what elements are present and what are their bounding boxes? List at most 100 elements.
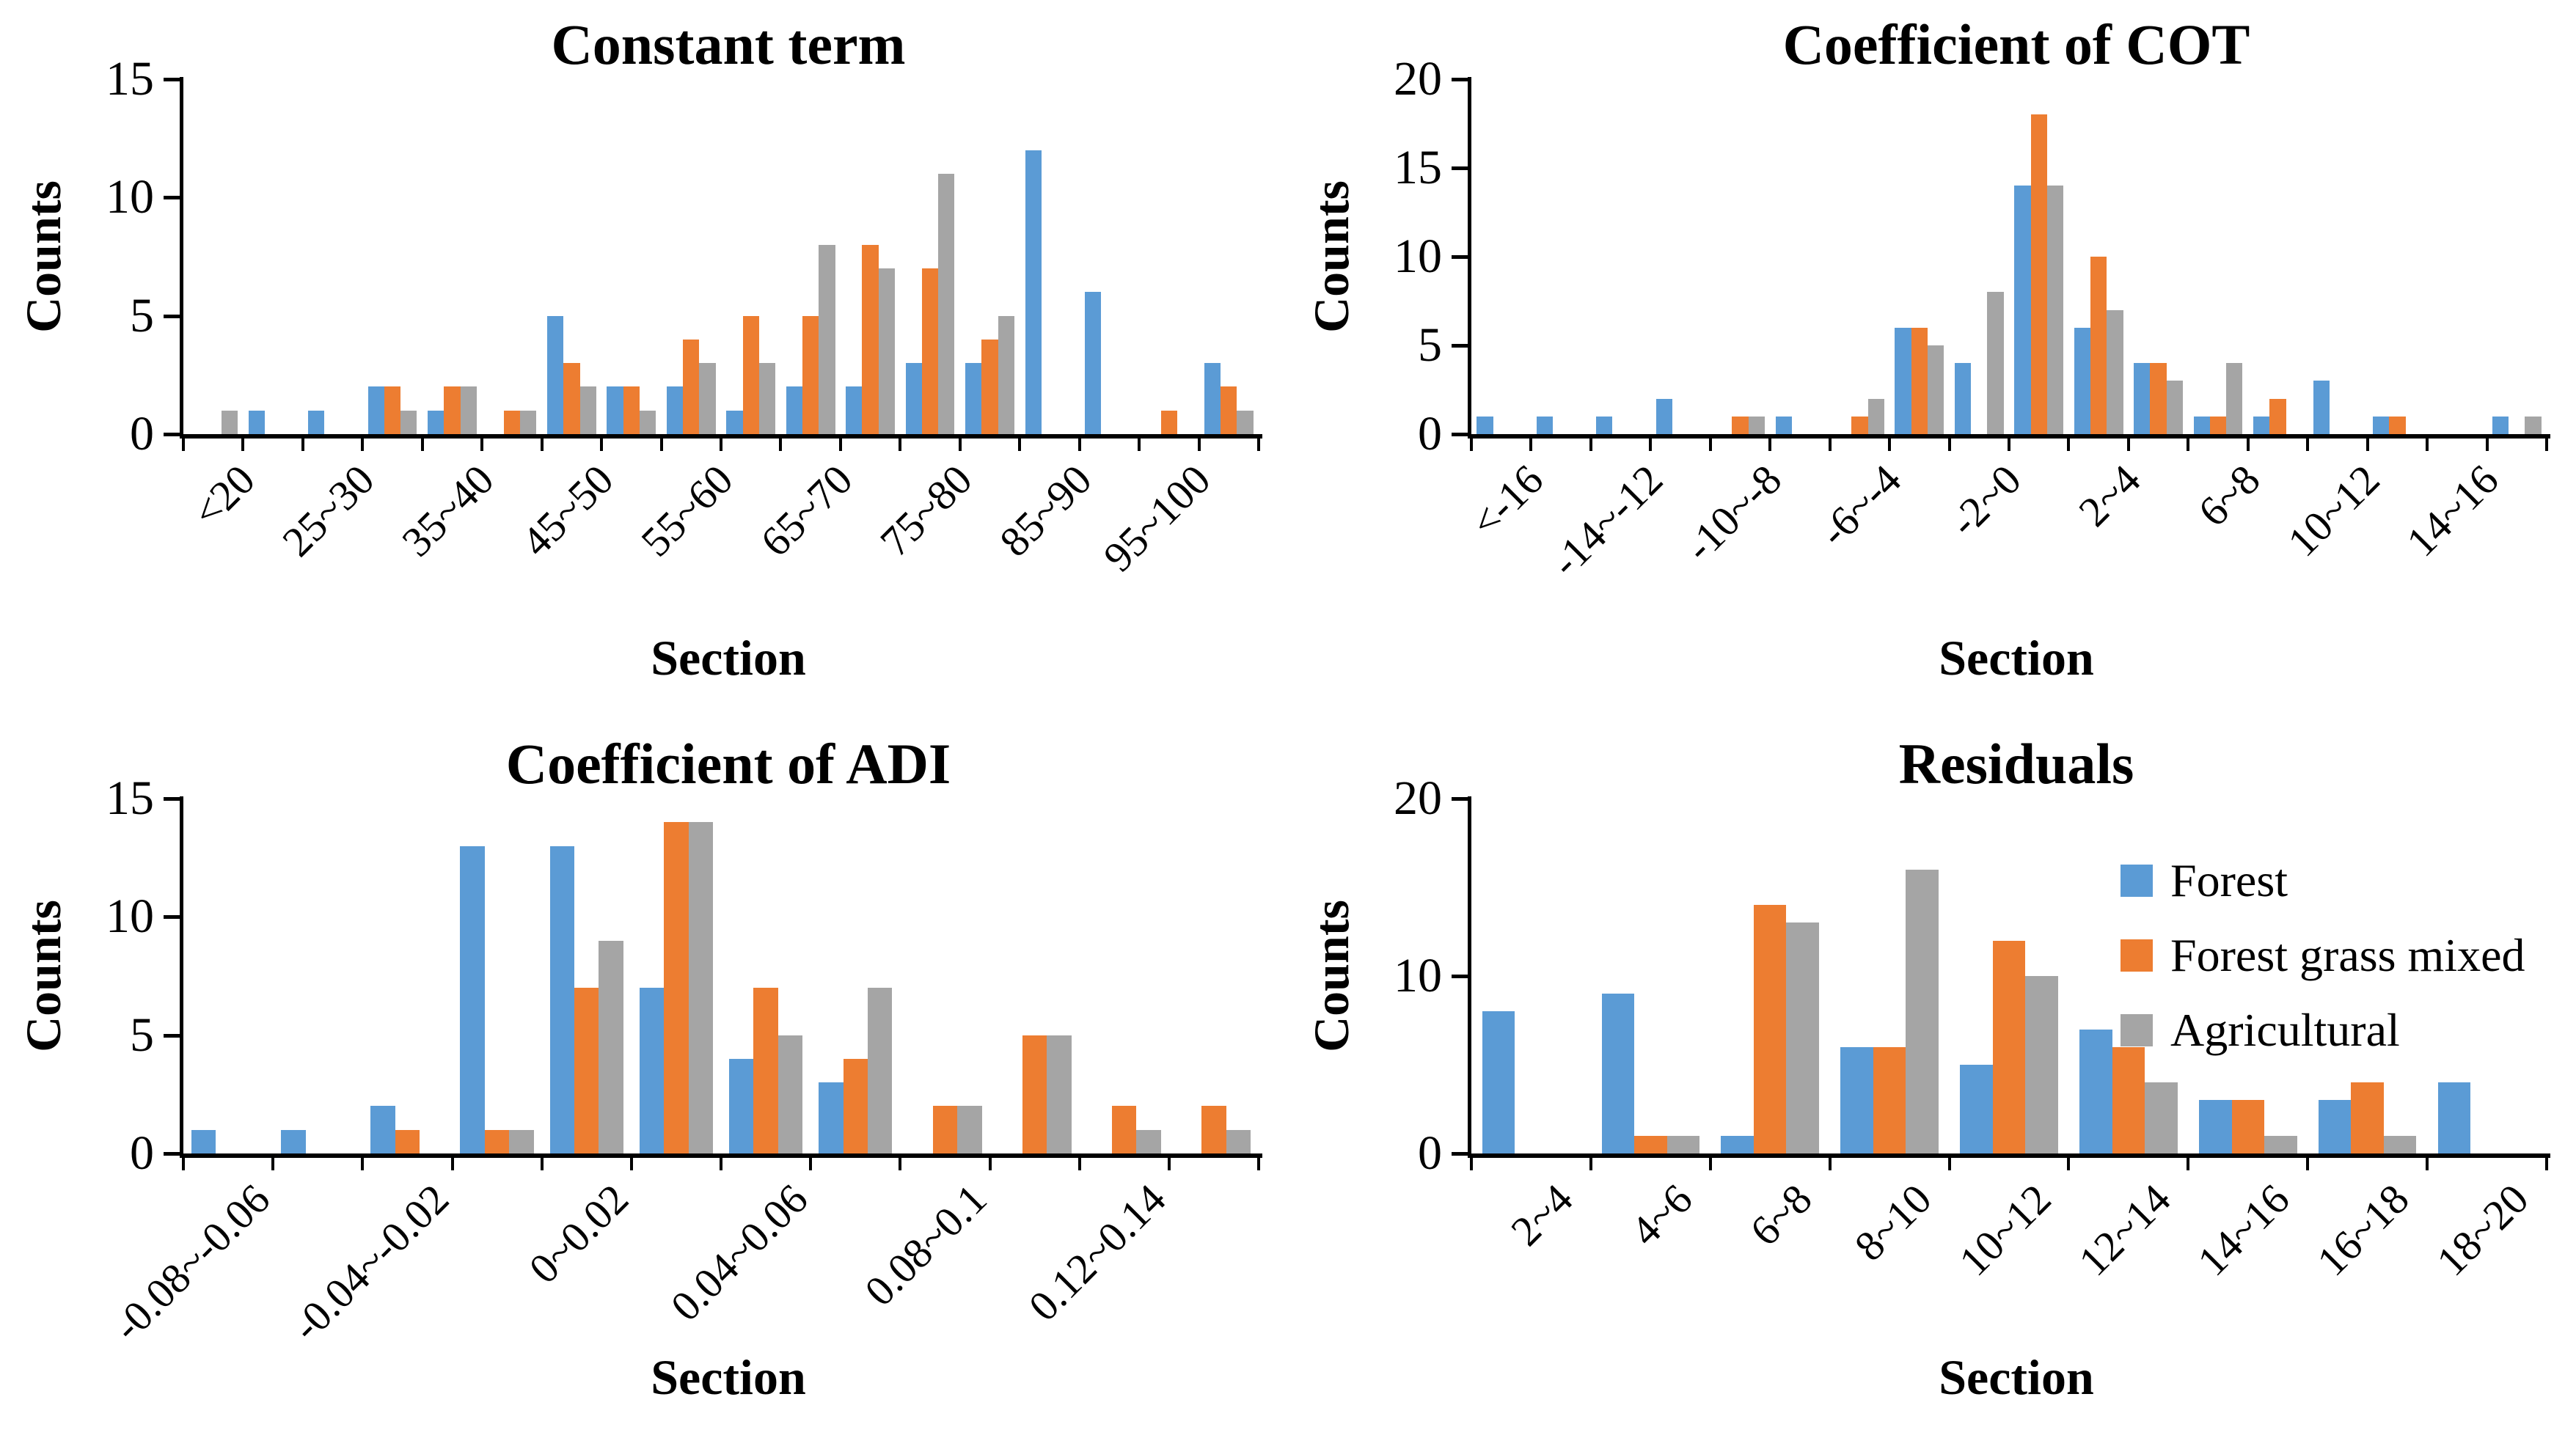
x-tick — [629, 1158, 633, 1170]
bar-forest — [460, 845, 485, 1153]
x-tick — [1529, 439, 1533, 451]
x-tick-label: 85~90 — [989, 455, 1101, 566]
bar-forest — [607, 386, 623, 434]
y-tick-label: 20 — [1394, 52, 1442, 106]
y-axis-line — [180, 796, 183, 1158]
x-tick — [420, 439, 424, 451]
y-tick-label: 10 — [1394, 230, 1442, 283]
x-tick — [540, 1158, 544, 1170]
bar-forest — [370, 1106, 395, 1153]
bar-forest — [965, 363, 982, 434]
bar-forest — [367, 386, 384, 434]
x-axis-line — [180, 434, 1262, 439]
legend: Forest Forest grass mixed Agricultural — [2121, 857, 2525, 1054]
x-tick — [958, 439, 962, 451]
y-tick-label: 0 — [130, 1126, 154, 1180]
x-tick — [1708, 439, 1712, 451]
plot-area: 0 10 20 2~4 4~6 6~8 8~10 10~12 12~14 14~16 16~18 18… — [1288, 719, 2576, 1438]
bar-agricultural — [599, 940, 623, 1153]
x-tick-label: 65~70 — [751, 455, 862, 566]
x-tick — [1077, 1158, 1081, 1170]
bar-forest — [549, 845, 575, 1153]
x-tick-label: 0.08~0.1 — [855, 1175, 996, 1316]
x-tick-label: <-16 — [1461, 455, 1552, 546]
x-tick-label: 35~40 — [392, 455, 503, 566]
bar-agricultural — [1047, 1035, 1072, 1153]
bar-forest — [1954, 363, 1972, 434]
x-tick — [2365, 439, 2369, 451]
bar-forest — [846, 386, 863, 434]
y-tick-label: 5 — [1418, 318, 1442, 372]
bar-forest — [2253, 416, 2270, 434]
x-tick-label: 10~12 — [2277, 455, 2389, 566]
x-tick — [2067, 1158, 2071, 1170]
bar-agricultural — [1786, 922, 1819, 1153]
x-tick — [182, 439, 185, 451]
x-tick — [2126, 439, 2130, 451]
x-tick — [301, 439, 304, 451]
bar-forest-grass-mixed — [1022, 1035, 1047, 1153]
x-tick — [2306, 1158, 2310, 1170]
bar-forest-grass-mixed — [1851, 416, 1868, 434]
bar-agricultural — [1136, 1129, 1161, 1153]
bar-forest-grass-mixed — [484, 1129, 510, 1153]
x-tick — [720, 439, 722, 451]
legend-swatch-forest — [2121, 865, 2153, 897]
bar-forest — [786, 386, 803, 434]
bar-forest-grass-mixed — [2090, 257, 2107, 434]
bar-forest-grass-mixed — [2231, 1100, 2265, 1153]
bar-forest-grass-mixed — [2112, 1046, 2145, 1153]
bar-forest-grass-mixed — [2150, 363, 2167, 434]
bar-agricultural — [1237, 410, 1254, 434]
bar-agricultural — [639, 410, 656, 434]
x-tick — [182, 1158, 185, 1170]
x-tick — [2246, 439, 2250, 451]
legend-item-forest-grass-mixed: Forest grass mixed — [2121, 932, 2525, 979]
bar-forest-grass-mixed — [862, 244, 879, 434]
bar-forest-grass-mixed — [2389, 416, 2406, 434]
x-tick — [2187, 1158, 2190, 1170]
x-axis-title: Section — [1939, 1349, 2094, 1405]
chart-title: Constant term — [551, 12, 906, 76]
bar-forest — [281, 1129, 306, 1153]
chart-residuals: Residuals Counts Section 0 10 20 2~4 4~6 6~8 8… — [1288, 719, 2576, 1438]
bar-forest-grass-mixed — [802, 315, 819, 434]
chart-constant-term: Constant term Counts Section 0 5 10 15 <20 25… — [0, 0, 1288, 719]
bar-agricultural — [1987, 292, 2004, 434]
bar-forest — [2313, 381, 2330, 434]
bar-forest — [248, 410, 266, 434]
x-tick — [1768, 439, 1772, 451]
bar-forest — [2492, 416, 2509, 434]
bar-forest — [1840, 1046, 1873, 1153]
x-tick — [2545, 1158, 2548, 1170]
y-axis-line — [180, 77, 183, 439]
y-tick — [1452, 1152, 1468, 1156]
bar-agricultural — [819, 244, 835, 434]
y-tick — [1452, 166, 1468, 170]
y-tick — [1452, 797, 1468, 801]
bar-forest — [2134, 363, 2151, 434]
bar-forest — [1895, 327, 1911, 434]
y-tick — [164, 915, 180, 920]
x-tick — [1828, 439, 1832, 451]
bar-agricultural — [688, 822, 713, 1153]
x-tick-label: -10~-8 — [1675, 455, 1791, 571]
bar-forest — [1721, 1135, 1754, 1153]
x-tick — [361, 1158, 365, 1170]
bar-forest-grass-mixed — [932, 1106, 958, 1153]
x-tick-label: 0.12~0.14 — [1020, 1175, 1175, 1330]
x-tick-label: 25~30 — [273, 455, 384, 566]
bar-forest — [2074, 327, 2091, 434]
bar-forest — [1775, 416, 1792, 434]
x-tick — [600, 439, 604, 451]
x-tick — [1197, 439, 1201, 451]
bar-agricultural — [2145, 1082, 2178, 1153]
y-tick — [1452, 975, 1468, 978]
x-tick-label: 95~100 — [1094, 455, 1220, 581]
x-axis-title: Section — [1939, 630, 2094, 686]
bar-forest — [905, 363, 922, 434]
bar-forest-grass-mixed — [1160, 410, 1177, 434]
x-tick — [1589, 1158, 1592, 1170]
x-tick — [241, 439, 245, 451]
x-tick — [659, 439, 663, 451]
